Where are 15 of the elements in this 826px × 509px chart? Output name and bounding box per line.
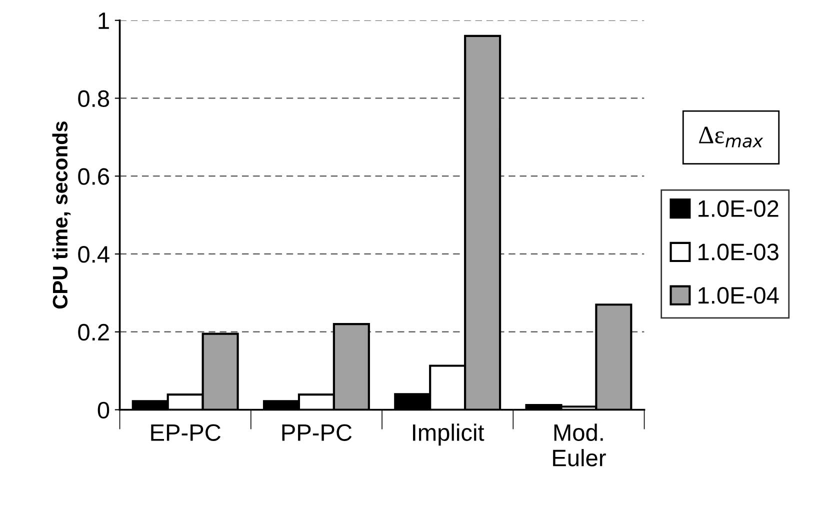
legend-label: 1.0E-04 [698,287,779,304]
x-tick-label: EP-PC [151,424,221,441]
legend-label: 1.0E-02 [698,200,778,218]
y-tick-label: 0.4 [78,246,110,263]
y-tick-label: 0.2 [78,324,109,341]
x-tick-label: Mod. Euler [553,424,606,466]
y-tick-label: 1 [98,12,109,29]
legend-label: 1.0E-03 [698,244,778,260]
y-tick-label: 0 [98,402,110,419]
y-tick-label: 0.8 [78,90,110,108]
legend-title: Δε$_{max}$ [699,126,764,148]
y-tick-label: 0.6 [78,168,110,185]
x-tick-label: Implicit [413,424,484,446]
x-tick-label: PP-PC [282,424,352,441]
y-axis-title: CPU time, seconds [52,122,71,309]
